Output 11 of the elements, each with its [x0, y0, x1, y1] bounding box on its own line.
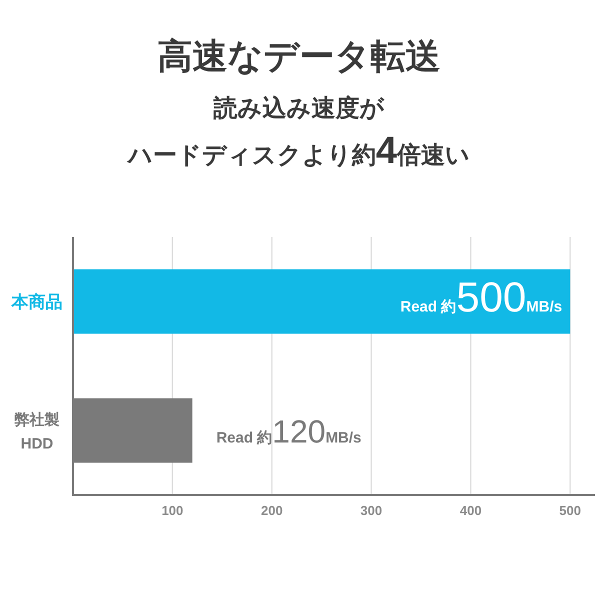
data-label: Read 約500MB/s	[400, 274, 562, 320]
data-label: Read 約120MB/s	[216, 414, 362, 450]
x-tick-label: 500	[559, 503, 581, 518]
x-tick-label: 100	[162, 503, 184, 518]
y-tick-label: 弊社製 HDD	[14, 412, 60, 452]
chart-subtitle: 読み込み速度がハードディスクより約4倍速い	[126, 94, 472, 174]
x-tick-label: 200	[261, 503, 283, 518]
x-tick-label: 400	[460, 503, 482, 518]
x-tick-label: 300	[360, 503, 382, 518]
y-tick-label: 本商品	[10, 292, 62, 312]
chart-title: 高速なデータ転送	[158, 37, 440, 76]
